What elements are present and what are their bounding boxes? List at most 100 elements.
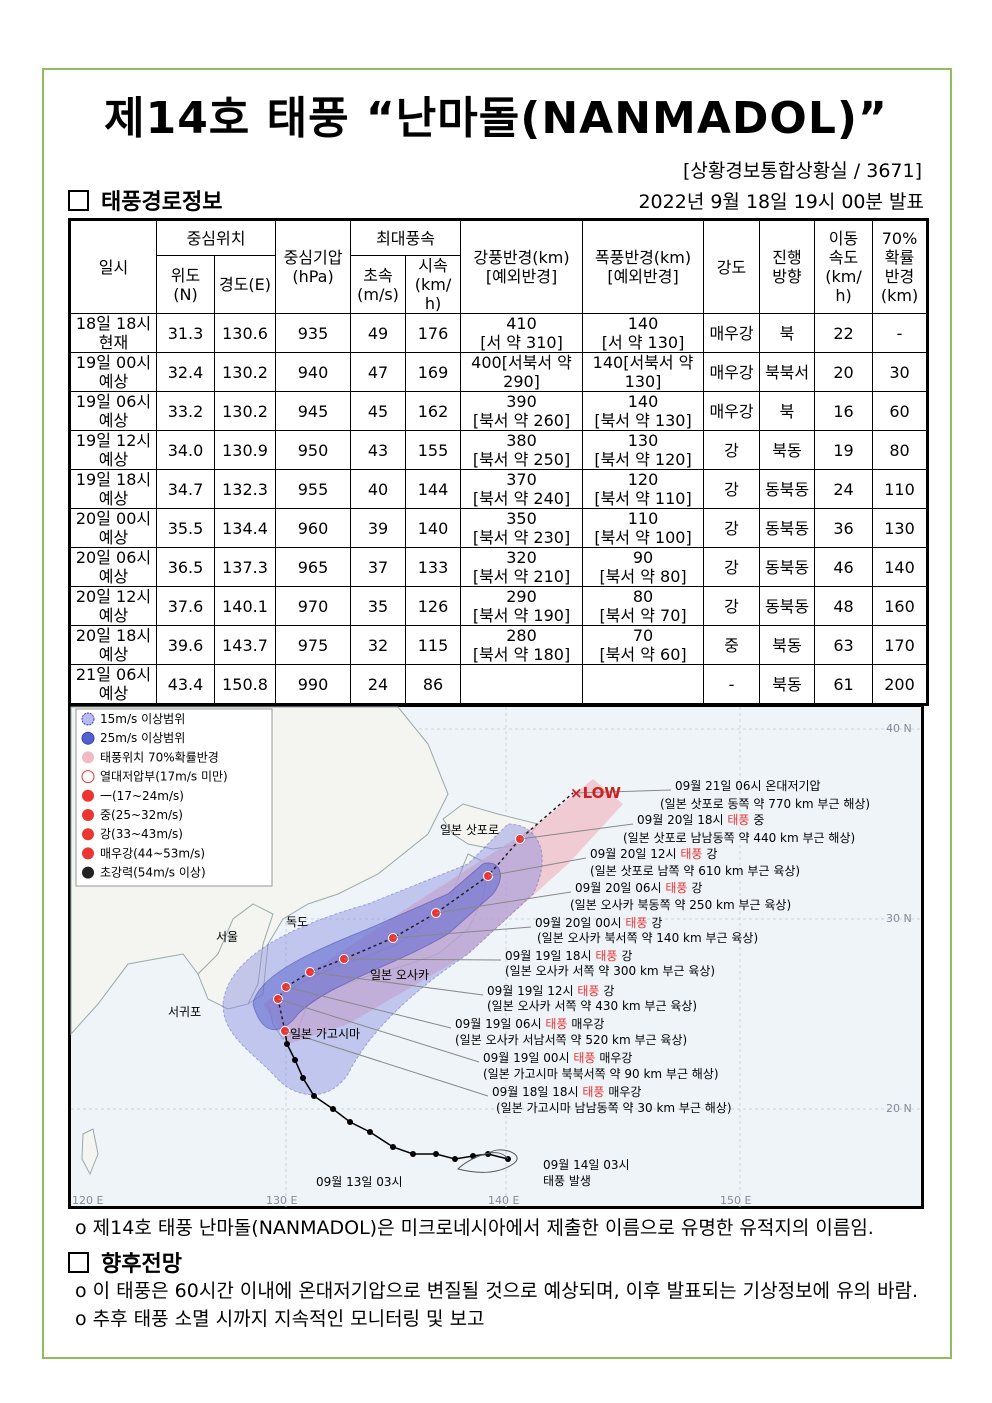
cell-text: 동북동 — [764, 518, 810, 538]
annotation-desc: (일본 오사카 서쪽 약 430 km 부근 육상) — [487, 998, 697, 1013]
cell: 160 — [872, 586, 929, 626]
cell: 170 — [872, 625, 929, 665]
cell: 16 — [814, 391, 874, 431]
header-text: 시속 — [418, 256, 448, 276]
place-label: 독도 — [286, 915, 308, 929]
place-label: 서울 — [216, 930, 238, 944]
cell-text: 32.4 — [167, 362, 204, 382]
cell-text: 49 — [367, 323, 389, 343]
issued: 2022년 9월 18일 19시 00분 발표 — [638, 191, 924, 213]
cell: 120 [북서 약 110] — [582, 469, 705, 509]
cell: 18일 18시 현재 — [69, 313, 157, 353]
legend-box — [75, 708, 273, 887]
header-cell: 일시 — [69, 219, 157, 314]
cell: 975 — [275, 625, 352, 665]
cell: 강 — [703, 469, 761, 509]
header-text: 진행 — [772, 248, 802, 267]
time: 19일 06시 — [75, 392, 152, 412]
cell: 매우강 — [703, 313, 761, 353]
cell-text: 동북동 — [764, 479, 810, 499]
table-row: 21일 06시 예상 43.4 150.8 990 24 86 - 북동 61 200 — [69, 664, 929, 705]
lon-label: 140 E — [488, 1194, 519, 1207]
frame — [42, 68, 952, 1359]
annotation: 09월 18일 18시 태풍 매우강 — [492, 1085, 641, 1099]
cell: 49 — [350, 313, 407, 353]
cell-text: 290 — [506, 587, 537, 607]
legend-symbol — [81, 770, 95, 784]
legend-symbol — [82, 847, 94, 860]
cell: 39 — [350, 508, 407, 548]
cell: 19 — [814, 430, 874, 470]
table-row: 19일 12시 예상 34.0 130.9 950 43 155 380 [북서 약 250] 1… — [69, 430, 929, 470]
cell: 140 — [872, 547, 929, 587]
header-text: (km) — [880, 286, 919, 305]
cell-text: [북서 약 80] — [599, 567, 687, 586]
annotation-time: 09월 19일 12시 — [487, 984, 574, 998]
cell-text: 34.0 — [167, 440, 204, 460]
past-position — [433, 1151, 439, 1157]
cell: 965 — [275, 547, 352, 587]
cell: 24 — [350, 664, 407, 705]
outlook: o 추후 태풍 소멸 시까지 지속적인 모니터링 및 보고 — [75, 1308, 485, 1330]
cell: 37 — [350, 547, 407, 587]
annotation: 09월 19일 06시 태풍 매우강 — [455, 1017, 604, 1031]
cell-text: 60 — [889, 401, 910, 421]
cell: 북동 — [759, 664, 816, 705]
cell: 133 — [405, 547, 462, 587]
cell: 162 — [405, 391, 462, 431]
section-heading: 향후전망 — [68, 1246, 182, 1278]
header-text: (hPa) — [292, 267, 334, 286]
annotation-grade: 강 — [651, 916, 662, 930]
cell: 140 [서 약 130] — [582, 313, 705, 353]
leader-line — [487, 857, 587, 877]
section-heading: 태풍경로정보 — [68, 184, 222, 216]
annotation-tag: 태풍 — [573, 1051, 595, 1065]
status: 예상 — [98, 645, 129, 664]
cell-text: 130 — [627, 431, 659, 451]
legend-label: 태풍위치 70%확률반경 — [100, 750, 219, 764]
cell: 935 — [275, 313, 352, 353]
time: 20일 18시 — [75, 626, 152, 646]
place-label: 일본 삿포로 — [440, 823, 499, 837]
annotation-tag: 태풍 — [625, 916, 647, 930]
cell: 140 — [405, 508, 462, 548]
header-text: 속도 — [828, 248, 859, 267]
cell: 북 — [759, 391, 816, 431]
header-text: (km/h) — [825, 267, 862, 305]
status: 예상 — [98, 528, 129, 547]
annotation-time: 09월 20일 18시 — [637, 813, 724, 827]
table-row: 20일 12시 예상 37.6 140.1 970 35 126 290 [북서 약 190] 8… — [69, 586, 929, 626]
past-position — [410, 1151, 416, 1157]
place-label: 서귀포 — [168, 1005, 201, 1019]
place-label: 일본 오사카 — [370, 968, 429, 982]
header-text: 일시 — [98, 257, 129, 277]
outlook: o 이 태풍은 60시간 이내에 온대저기압으로 변질될 것으로 예상되며, 이… — [75, 1280, 919, 1302]
annotation-grade: 중 — [753, 813, 764, 827]
cell-text: 북 — [779, 401, 795, 421]
cell: 매우강 — [703, 352, 761, 392]
cell-text: 37.6 — [167, 596, 204, 616]
start-label: 09월 13일 03시 — [316, 1175, 403, 1189]
cell-text: 북동 — [772, 440, 802, 460]
annotation: 09월 19일 00시 태풍 매우강 — [483, 1051, 632, 1065]
cell: 140 [북서 약 130] — [582, 391, 705, 431]
cell: 115 — [405, 625, 462, 665]
cell: 33.2 — [156, 391, 215, 431]
place-label: 일본 가고시마 — [290, 1027, 360, 1041]
legend-label: 一(17~24m/s) — [100, 789, 184, 803]
cell: 390 [북서 약 260] — [460, 391, 584, 431]
cell-text: 33.2 — [167, 401, 204, 421]
cell-text: 동북동 — [764, 557, 810, 577]
header-cell: 폭풍반경(km) [예외반경] — [582, 219, 705, 314]
cell-text: 280 — [506, 626, 537, 646]
annotation-time: 09월 20일 12시 — [590, 847, 677, 861]
time: 20일 00시 — [75, 509, 152, 529]
cell-text: 130] — [624, 372, 662, 391]
header-cell: 초속 (m/s) — [350, 255, 407, 314]
cell-text: 북북서 — [764, 362, 810, 382]
cell: 19일 12시 예상 — [69, 430, 157, 470]
cell: 130.9 — [213, 430, 277, 470]
cell-text: 70 — [632, 626, 654, 646]
cell-text: [북서 약 250] — [472, 450, 571, 469]
cell: 169 — [405, 352, 462, 392]
